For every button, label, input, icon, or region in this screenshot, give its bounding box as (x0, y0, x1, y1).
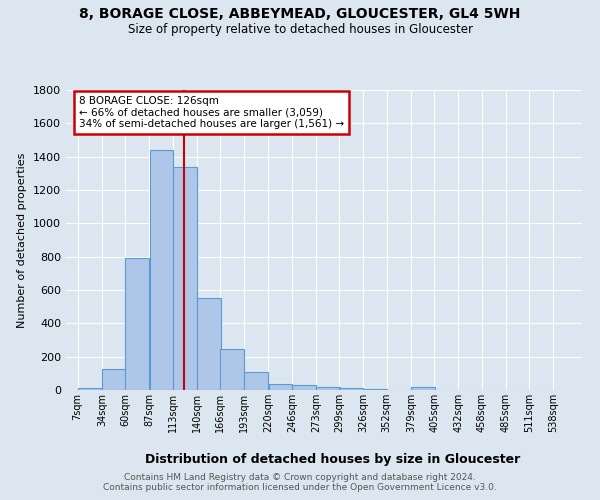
Text: Distribution of detached houses by size in Gloucester: Distribution of detached houses by size … (145, 452, 521, 466)
Bar (102, 369, 126, 390)
Text: 8, BORAGE CLOSE, ABBEYMEAD, GLOUCESTER, GL4 5WH: 8, BORAGE CLOSE, ABBEYMEAD, GLOUCESTER, … (79, 8, 521, 22)
Bar (411, 386, 435, 390)
Text: Contains HM Land Registry data © Crown copyright and database right 2024.
Contai: Contains HM Land Registry data © Crown c… (103, 473, 497, 492)
Bar (149, 150, 173, 390)
Bar (340, 388, 363, 390)
Bar (244, 372, 268, 390)
Bar (173, 166, 197, 390)
Bar (197, 298, 221, 390)
Bar (78, 388, 101, 390)
Y-axis label: Number of detached properties: Number of detached properties (17, 152, 28, 328)
Bar (125, 258, 149, 390)
Bar (220, 349, 244, 390)
Bar (292, 386, 316, 390)
Bar (316, 386, 340, 390)
Text: Size of property relative to detached houses in Gloucester: Size of property relative to detached ho… (128, 22, 473, 36)
Text: 8 BORAGE CLOSE: 126sqm
← 66% of detached houses are smaller (3,059)
34% of semi-: 8 BORAGE CLOSE: 126sqm ← 66% of detached… (79, 96, 344, 129)
Bar (269, 384, 292, 390)
Bar (364, 389, 388, 390)
